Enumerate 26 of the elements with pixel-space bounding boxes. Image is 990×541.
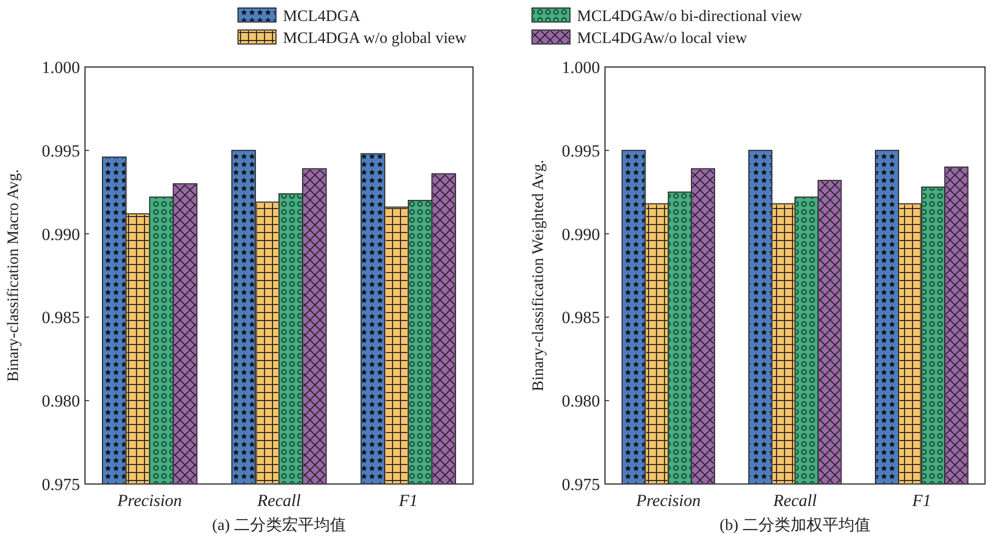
x-axis-title: (b) 二分类加权平均值 <box>720 516 870 534</box>
x-tick-label: Precision <box>116 491 182 510</box>
y-tick-label: 1.000 <box>42 58 80 77</box>
y-tick-label: 0.995 <box>562 141 600 160</box>
y-tick-label: 0.975 <box>42 475 80 494</box>
y-tick-label: 0.975 <box>562 475 600 494</box>
x-axis-title: (a) 二分类宏平均值 <box>212 516 346 534</box>
y-axis-title: Binary-classification Weighted Avg. <box>530 160 547 392</box>
x-tick-label: F1 <box>398 491 418 510</box>
y-tick-label: 0.990 <box>42 224 80 244</box>
y-axis-title: Binary-classification Macro Avg. <box>5 169 22 382</box>
x-tick-label: Precision <box>635 491 701 510</box>
y-tick-label: 0.995 <box>42 141 80 160</box>
y-tick-label: 1.000 <box>562 58 600 77</box>
x-tick-label: Recall <box>256 491 301 510</box>
x-tick-label: Recall <box>772 491 817 510</box>
legend-label: MCL4DGAw/o bi-directional view <box>577 8 803 25</box>
x-tick-label: F1 <box>911 491 932 510</box>
legend-label: MCL4DGA <box>283 8 361 25</box>
y-tick-label: 0.985 <box>42 308 80 328</box>
legend-label: MCL4DGAw/o local view <box>577 30 748 47</box>
y-tick-label: 0.980 <box>562 392 600 411</box>
y-tick-label: 0.990 <box>562 224 600 244</box>
y-tick-label: 0.985 <box>562 308 600 328</box>
y-tick-label: 0.980 <box>42 392 80 411</box>
legend-label: MCL4DGA w/o global view <box>283 30 467 47</box>
